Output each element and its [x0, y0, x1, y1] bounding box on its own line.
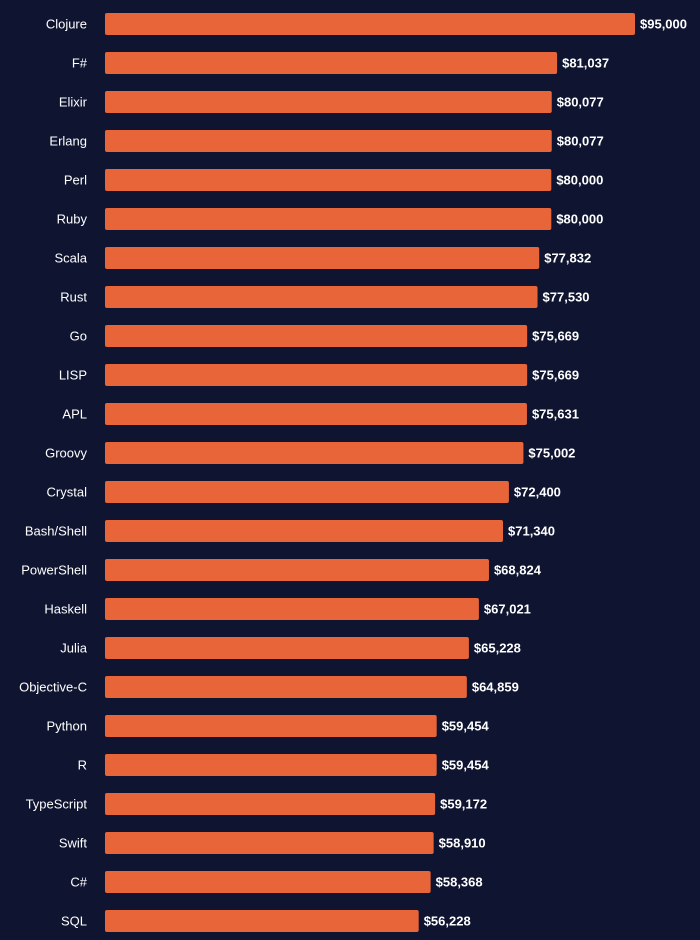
- value-label: $75,631: [532, 407, 579, 422]
- category-label: Swift: [59, 836, 88, 851]
- bar: [105, 13, 635, 35]
- value-label: $80,077: [557, 95, 604, 110]
- bar: [105, 169, 552, 191]
- category-label: Erlang: [49, 134, 87, 149]
- bar: [105, 364, 528, 386]
- bar: [105, 286, 538, 308]
- category-label: Groovy: [45, 446, 87, 461]
- value-label: $59,454: [442, 719, 490, 734]
- value-label: $72,400: [514, 485, 561, 500]
- value-label: $75,002: [528, 446, 575, 461]
- bar: [105, 793, 436, 815]
- category-label: Bash/Shell: [25, 524, 87, 539]
- category-label: TypeScript: [26, 797, 88, 812]
- value-label: $64,859: [472, 680, 519, 695]
- category-label: Rust: [60, 290, 87, 305]
- category-label: Ruby: [57, 212, 88, 227]
- value-label: $75,669: [532, 368, 579, 383]
- category-label: Clojure: [46, 17, 87, 32]
- category-label: Perl: [64, 173, 87, 188]
- bar: [105, 91, 552, 113]
- category-label: Crystal: [47, 485, 88, 500]
- value-label: $56,228: [424, 914, 471, 929]
- value-label: $75,669: [532, 329, 579, 344]
- category-label: Scala: [54, 251, 87, 266]
- bar: [105, 520, 504, 542]
- bar: [105, 676, 467, 698]
- value-label: $59,454: [442, 758, 490, 773]
- bar: [105, 325, 528, 347]
- value-label: $58,368: [436, 875, 483, 890]
- bar: [105, 52, 558, 74]
- category-label: APL: [62, 407, 87, 422]
- category-label: Elixir: [59, 95, 88, 110]
- value-label: $59,172: [440, 797, 487, 812]
- category-label: Python: [47, 719, 87, 734]
- value-label: $68,824: [494, 563, 542, 578]
- bar: [105, 559, 489, 581]
- bar: [105, 403, 527, 425]
- bar: [105, 130, 552, 152]
- value-label: $67,021: [484, 602, 531, 617]
- value-label: $65,228: [474, 641, 521, 656]
- value-label: $58,910: [439, 836, 486, 851]
- category-label: R: [78, 758, 87, 773]
- bar: [105, 715, 437, 737]
- category-label: C#: [70, 875, 87, 890]
- value-label: $80,000: [556, 212, 603, 227]
- bar: [105, 871, 431, 893]
- value-label: $80,000: [556, 173, 603, 188]
- bar: [105, 637, 469, 659]
- value-label: $77,530: [543, 290, 590, 305]
- value-label: $95,000: [640, 17, 687, 32]
- category-label: Objective-C: [19, 680, 87, 695]
- category-label: LISP: [59, 368, 87, 383]
- category-label: Julia: [60, 641, 88, 656]
- category-label: Haskell: [44, 602, 87, 617]
- bar: [105, 208, 552, 230]
- bar: [105, 754, 437, 776]
- bar: [105, 598, 479, 620]
- bar: [105, 442, 524, 464]
- bar: [105, 481, 509, 503]
- value-label: $80,077: [557, 134, 604, 149]
- category-label: Go: [70, 329, 87, 344]
- bar: [105, 832, 434, 854]
- category-label: PowerShell: [21, 563, 87, 578]
- value-label: $77,832: [544, 251, 591, 266]
- category-label: F#: [72, 56, 88, 71]
- value-label: $81,037: [562, 56, 609, 71]
- value-label: $71,340: [508, 524, 555, 539]
- category-label: SQL: [61, 914, 87, 929]
- bar: [105, 910, 419, 932]
- bar: [105, 247, 540, 269]
